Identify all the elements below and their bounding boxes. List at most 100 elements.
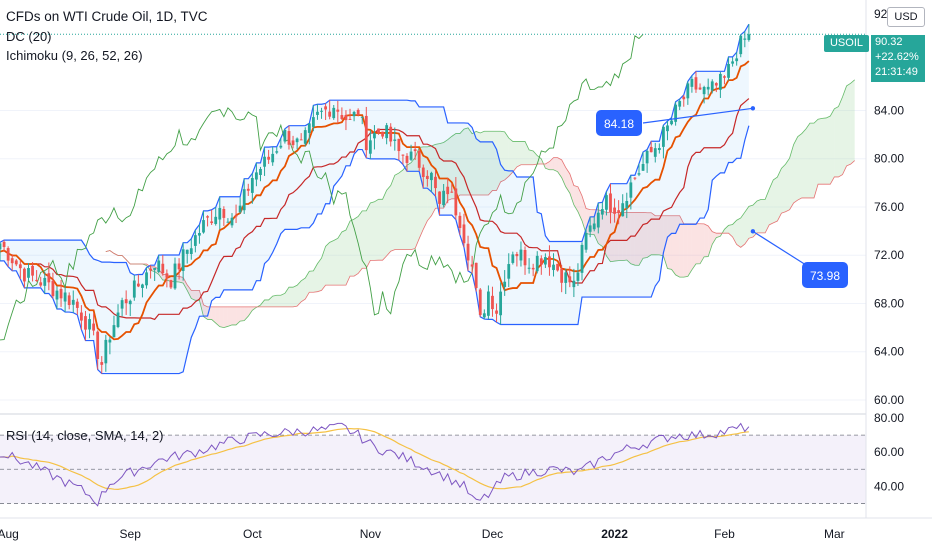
ichimoku-cloud-segment bbox=[683, 223, 688, 278]
ichimoku-cloud-segment bbox=[407, 162, 412, 250]
candle-body bbox=[466, 243, 470, 261]
ichimoku-cloud-segment bbox=[325, 242, 330, 286]
ichimoku-cloud-segment bbox=[647, 212, 652, 258]
candle-body bbox=[487, 291, 490, 316]
ichimoku-cloud-segment bbox=[447, 136, 452, 201]
time-tick-label: Feb bbox=[714, 527, 735, 541]
ichimoku-cloud-segment bbox=[272, 295, 277, 307]
candle-body bbox=[145, 272, 148, 286]
ichimoku-cloud-segment bbox=[317, 258, 322, 292]
candle-body bbox=[287, 131, 291, 145]
candle-body bbox=[727, 63, 730, 78]
candle-body bbox=[519, 249, 523, 261]
candle-body bbox=[531, 267, 535, 270]
ichimoku-cloud-segment bbox=[219, 306, 224, 328]
candle-body bbox=[275, 151, 279, 153]
candle-body bbox=[527, 267, 531, 269]
candle-body bbox=[580, 244, 584, 273]
candle-body bbox=[417, 150, 421, 168]
candle-body bbox=[718, 73, 722, 90]
ichimoku-cloud-segment bbox=[708, 225, 713, 257]
lower-label-connector bbox=[752, 230, 807, 266]
candle-body bbox=[710, 81, 714, 91]
candle-body bbox=[71, 299, 75, 305]
candle-body bbox=[128, 300, 132, 305]
ichimoku-cloud-segment bbox=[488, 131, 493, 196]
donchian-legend[interactable]: DC (20) bbox=[6, 29, 52, 44]
ichimoku-cloud-segment bbox=[525, 141, 530, 165]
candle-body bbox=[682, 96, 686, 100]
rsi-tick-label: 60.00 bbox=[874, 445, 904, 459]
time-tick-label: Mar bbox=[824, 527, 845, 541]
candle-body bbox=[649, 146, 653, 153]
candle-body bbox=[100, 362, 104, 365]
time-tick-label: Aug bbox=[0, 527, 19, 541]
rsi-legend[interactable]: RSI (14, close, SMA, 14, 2) bbox=[6, 428, 164, 443]
candle-body bbox=[51, 280, 55, 297]
ichimoku-cloud-segment bbox=[231, 306, 237, 325]
candle-body bbox=[515, 254, 519, 257]
candle-body bbox=[324, 106, 327, 110]
candle-body bbox=[39, 282, 43, 286]
candle-body bbox=[177, 263, 181, 270]
rsi-line bbox=[0, 422, 750, 507]
candle-body bbox=[747, 34, 751, 40]
ichimoku-cloud-segment bbox=[752, 200, 758, 238]
candle-body bbox=[686, 83, 690, 99]
ichimoku-cloud-segment bbox=[781, 164, 786, 214]
candle-body bbox=[14, 260, 18, 265]
candle-body bbox=[173, 263, 177, 289]
candle-body bbox=[250, 178, 254, 193]
candle-body bbox=[291, 140, 295, 146]
ichimoku-cloud-segment bbox=[496, 131, 501, 191]
ichimoku-cloud-segment bbox=[358, 210, 363, 274]
ichimoku-cloud-segment bbox=[431, 144, 436, 216]
price-tick-label: 80.00 bbox=[874, 152, 904, 166]
candle-body bbox=[674, 104, 678, 122]
ichimoku-cloud-segment bbox=[227, 306, 232, 327]
ichimoku-cloud-segment bbox=[553, 157, 558, 172]
candle-body bbox=[393, 139, 397, 141]
price-label-lower[interactable]: 73.98 bbox=[802, 262, 848, 288]
ichimoku-cloud-segment bbox=[651, 212, 656, 255]
candle-body bbox=[348, 118, 352, 120]
ichimoku-cloud-segment bbox=[293, 285, 298, 307]
ichimoku-cloud-segment bbox=[610, 212, 615, 262]
candle-body bbox=[136, 283, 140, 287]
candle-body bbox=[641, 164, 645, 171]
candle-body bbox=[495, 310, 498, 314]
ichimoku-cloud-segment bbox=[573, 185, 578, 212]
candle-body bbox=[381, 131, 384, 137]
ichimoku-cloud-segment bbox=[411, 157, 416, 250]
candle-body bbox=[259, 168, 262, 175]
ichimoku-cloud-segment bbox=[655, 215, 660, 255]
candle-body bbox=[653, 148, 657, 157]
ichimoku-cloud-segment bbox=[468, 127, 473, 196]
ichimoku-cloud-segment bbox=[846, 83, 851, 166]
ichimoku-legend[interactable]: Ichimoku (9, 26, 52, 26) bbox=[6, 48, 143, 63]
donchian-lower bbox=[0, 125, 750, 375]
candle-body bbox=[47, 273, 51, 283]
ichimoku-cloud-segment bbox=[301, 278, 306, 302]
upper-label-anchor bbox=[750, 106, 756, 111]
candle-body bbox=[434, 176, 437, 189]
candle-body bbox=[552, 264, 555, 271]
candle-body bbox=[67, 295, 71, 306]
ichimoku-cloud-segment bbox=[582, 195, 587, 234]
candle-body bbox=[210, 221, 214, 224]
ichimoku-cloud-segment bbox=[195, 290, 200, 301]
upper-label-connector bbox=[642, 107, 753, 124]
ichimoku-cloud-segment bbox=[700, 223, 705, 264]
ichimoku-cloud-segment bbox=[354, 216, 359, 277]
ichimoku-cloud-segment bbox=[606, 212, 611, 262]
ichimoku-cloud-segment bbox=[382, 190, 387, 261]
currency-button[interactable]: USD bbox=[887, 7, 925, 27]
ichimoku-cloud-segment bbox=[504, 131, 509, 180]
price-tick-label: 92 bbox=[874, 7, 888, 21]
price-label-upper[interactable]: 84.18 bbox=[596, 110, 642, 136]
last-price-badge: 90.32 +22.62% 21:31:49 bbox=[871, 35, 925, 82]
ichimoku-cloud-segment bbox=[740, 212, 745, 248]
donchian-upper bbox=[0, 23, 750, 276]
